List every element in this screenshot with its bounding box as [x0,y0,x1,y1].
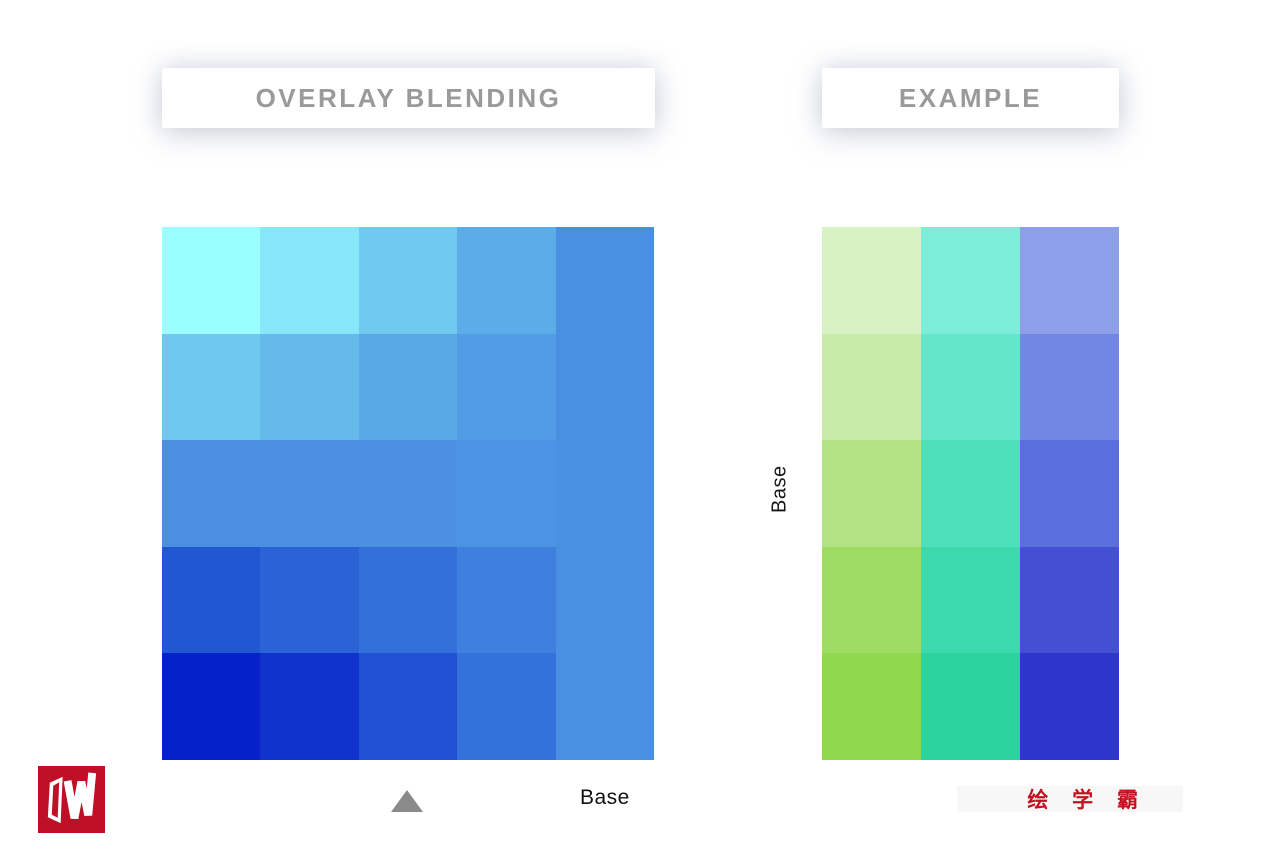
grid-cell [162,546,261,654]
grid-cell [921,653,1020,760]
grid-cell [921,333,1020,441]
grid-cell [1020,333,1119,441]
example-title: EXAMPLE [898,82,1043,113]
grid-cell [162,440,261,547]
grid-cell [1020,227,1119,334]
watermark-text: 绘 学 霸 [1027,789,1147,812]
grid-cell [260,440,359,547]
grid-cell [457,440,556,547]
grid-cell [921,227,1020,334]
grid-cell [555,653,654,760]
grid-cell [921,440,1020,547]
grid-cell [457,546,556,654]
grid-cell [457,227,556,334]
grid-cell [822,440,921,547]
watermark-band: 绘 学 霸 [957,786,1183,812]
grid-cell [358,653,458,760]
grid-cell [358,546,458,654]
title-card-example: EXAMPLE [822,68,1119,128]
grid-cell [822,546,921,654]
grid-cell [260,333,359,441]
grid-cell [260,653,359,760]
overlay-blend-grid [162,227,654,760]
grid-cell [162,653,261,760]
base-axis-label-vertical: Base [768,465,791,513]
huixueba-logo [38,766,105,833]
grid-cell [555,440,654,547]
grid-cell [822,227,921,334]
grid-cell [162,333,261,441]
grid-cell [1020,546,1119,654]
base-axis-label-bottom: Base [580,786,630,809]
grid-cell [555,546,654,654]
grid-cell [260,227,359,334]
grid-cell [358,227,458,334]
grid-cell [260,546,359,654]
grid-cell [1020,440,1119,547]
grid-cell [1020,653,1119,760]
grid-cell [555,333,654,441]
grid-cell [162,227,261,334]
w-logo-icon [38,766,105,833]
grid-cell [822,333,921,441]
pointer-triangle-icon [391,790,423,812]
grid-cell [457,653,556,760]
grid-cell [358,440,458,547]
grid-cell [457,333,556,441]
grid-cell [555,227,654,334]
example-swatch-grid [822,227,1119,760]
grid-cell [921,546,1020,654]
overlay-blending-title: OVERLAY BLENDING [255,82,562,113]
grid-cell [822,653,921,760]
grid-cell [358,333,458,441]
title-card-overlay-blending: OVERLAY BLENDING [162,68,655,128]
